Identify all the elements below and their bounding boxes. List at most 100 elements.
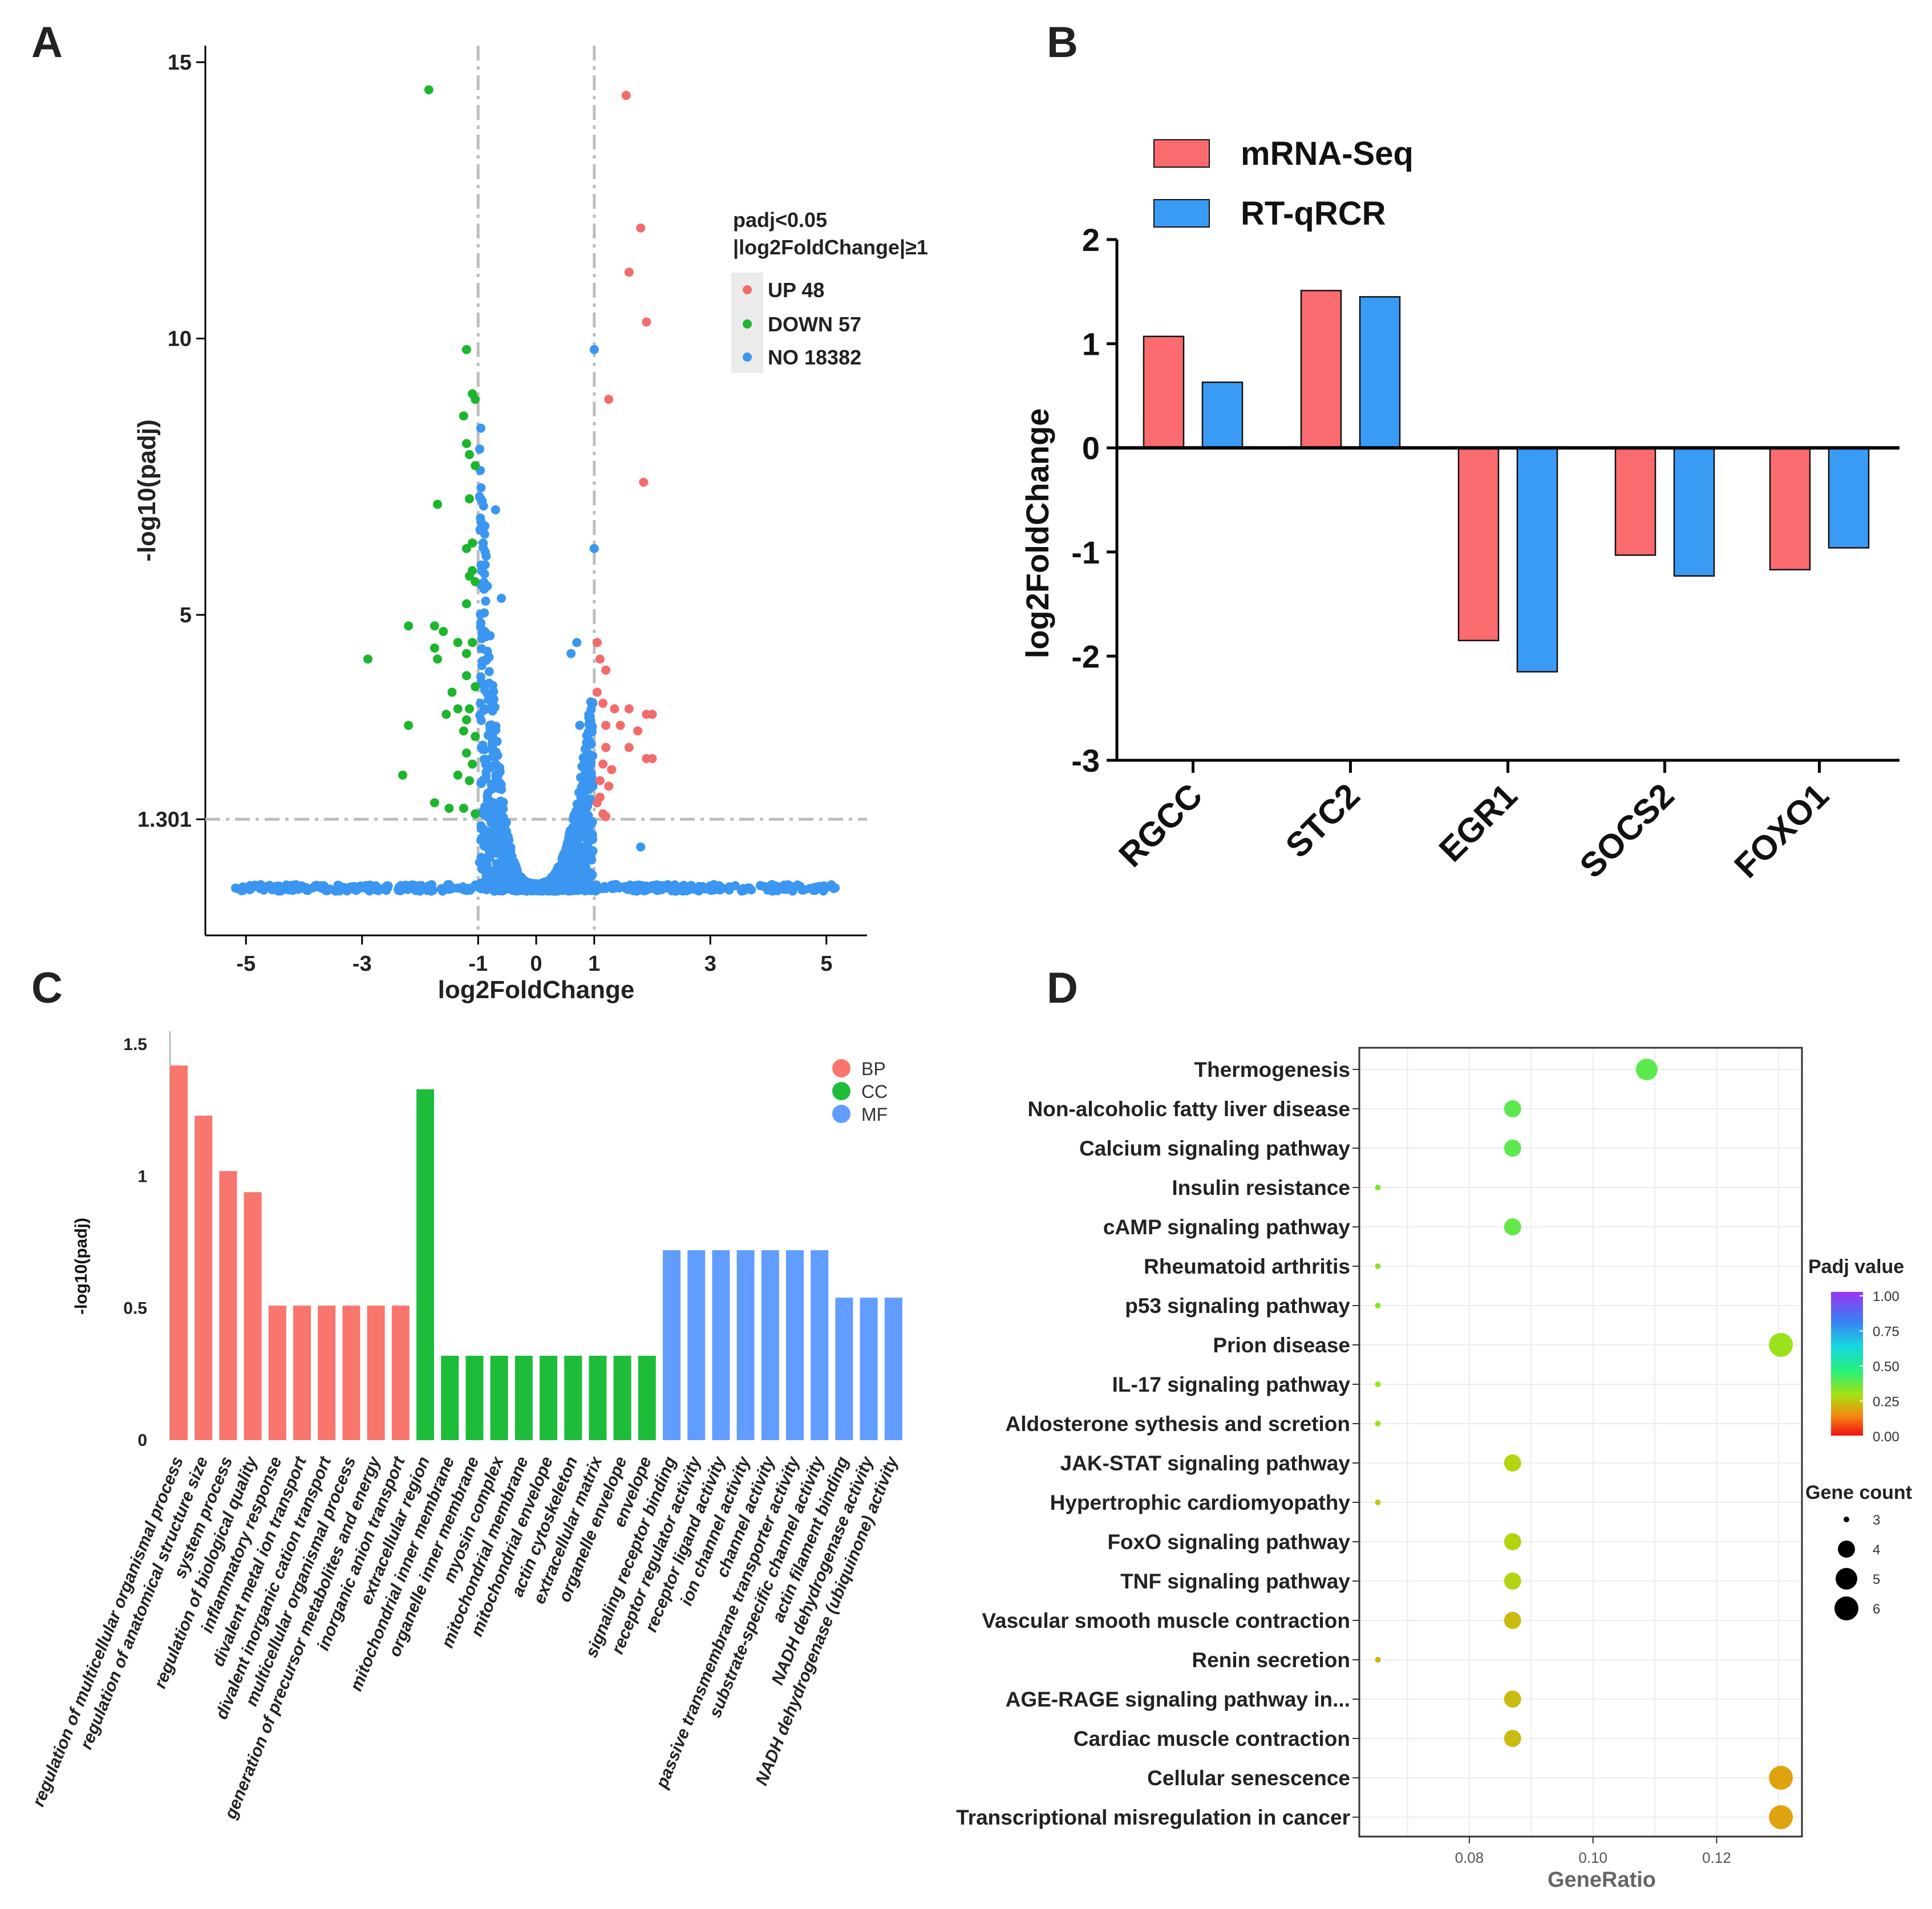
kegg-point bbox=[1504, 1691, 1521, 1708]
volcano-point-no bbox=[671, 886, 681, 896]
volcano-point-down bbox=[471, 682, 480, 691]
go-legend-mf-swatch bbox=[832, 1105, 850, 1123]
validation-legend: mRNA-Seq RT-qRCR bbox=[1153, 135, 1413, 232]
volcano-point-no bbox=[580, 770, 589, 780]
volcano-point-down bbox=[444, 804, 454, 813]
volcano-point-no bbox=[572, 638, 582, 647]
volcano-legend-up-swatch bbox=[743, 285, 752, 294]
go-bar-mf bbox=[884, 1298, 902, 1440]
volcano-point-up bbox=[598, 699, 608, 708]
kegg-pathway-label: TNF signaling pathway bbox=[1120, 1570, 1350, 1593]
volcano-legend-up-label: UP 48 bbox=[768, 278, 824, 302]
kegg-pathway-label: p53 signaling pathway bbox=[1125, 1294, 1350, 1318]
volcano-x-tick-label: 3 bbox=[704, 952, 716, 976]
volcano-plot: -5 -3 -1 0 1 3 5 1.301 5 10 15 log2FoldChange -lo… bbox=[133, 46, 928, 1004]
volcano-point-no bbox=[478, 883, 488, 893]
go-bar-mf bbox=[687, 1250, 706, 1440]
volcano-point-up bbox=[601, 743, 611, 752]
volcano-point-down bbox=[471, 461, 480, 471]
volcano-y-axis-label: -log10(padj) bbox=[133, 419, 161, 561]
volcano-point-no bbox=[475, 857, 484, 867]
kegg-grid bbox=[1360, 1049, 1801, 1835]
volcano-x-ticks: -5 -3 -1 0 1 3 5 bbox=[236, 935, 832, 976]
volcano-point-down bbox=[461, 599, 471, 609]
go-bar-mf bbox=[712, 1250, 730, 1440]
volcano-point-down bbox=[468, 538, 477, 548]
volcano-point-down bbox=[461, 671, 471, 680]
go-bar-bp bbox=[268, 1306, 286, 1440]
kegg-plot-border bbox=[1358, 1047, 1803, 1838]
volcano-point-no bbox=[588, 781, 598, 791]
volcano-point-down bbox=[464, 450, 474, 460]
volcano-point-no bbox=[726, 882, 735, 892]
kegg-point bbox=[1504, 1140, 1521, 1157]
volcano-point-no bbox=[503, 861, 512, 871]
volcano-point-no bbox=[237, 886, 246, 895]
kegg-count-legend-dot bbox=[1836, 1568, 1857, 1590]
go-bar-cc bbox=[564, 1355, 582, 1440]
volcano-point-no bbox=[405, 881, 415, 891]
kegg-x-tick-label: 0.08 bbox=[1455, 1849, 1484, 1866]
volcano-point-no bbox=[497, 855, 507, 865]
kegg-padj-tick-label: 0.50 bbox=[1873, 1359, 1899, 1375]
go-bar-bp bbox=[170, 1065, 188, 1440]
go-bar-bp bbox=[318, 1306, 336, 1440]
validation-bar-rtq bbox=[1828, 447, 1870, 549]
go-bar-cc bbox=[540, 1355, 557, 1440]
volcano-point-no bbox=[476, 483, 486, 493]
volcano-point-no bbox=[297, 881, 306, 891]
volcano-point-up bbox=[592, 798, 602, 808]
volcano-point-no bbox=[572, 827, 582, 837]
kegg-pathway-label: Calcium signaling pathway bbox=[1079, 1137, 1350, 1160]
volcano-point-down bbox=[461, 439, 471, 448]
volcano-point-up bbox=[604, 395, 614, 404]
volcano-point-no bbox=[483, 812, 492, 822]
volcano-point-down bbox=[464, 572, 474, 581]
validation-bars bbox=[1143, 290, 1870, 673]
kegg-point bbox=[1504, 1100, 1521, 1117]
go-y-axis-label: -log10(padj) bbox=[72, 1218, 91, 1315]
kegg-pathway-label: Aldosterone sythesis and scretion bbox=[1005, 1412, 1350, 1436]
volcano-point-no bbox=[445, 883, 455, 893]
go-bar-bp bbox=[244, 1192, 262, 1440]
volcano-point-no bbox=[480, 569, 489, 579]
volcano-point-no bbox=[481, 596, 491, 606]
kegg-point bbox=[1504, 1572, 1521, 1590]
go-bar-mf bbox=[736, 1250, 755, 1440]
volcano-point-no bbox=[701, 884, 711, 894]
validation-bar-mrna bbox=[1614, 447, 1656, 556]
volcano-point-no bbox=[500, 831, 510, 841]
volcano-point-no bbox=[534, 884, 544, 894]
volcano-point-down bbox=[433, 654, 443, 664]
volcano-point-down bbox=[404, 720, 414, 730]
volcano-point-no bbox=[475, 444, 485, 454]
volcano-point-no bbox=[569, 812, 578, 821]
kegg-pathway-label: Hypertrophic cardiomyopathy bbox=[1050, 1491, 1351, 1514]
volcano-point-no bbox=[484, 667, 494, 676]
volcano-point-no bbox=[476, 672, 485, 682]
volcano-point-up bbox=[621, 91, 631, 100]
volcano-point-down bbox=[453, 704, 463, 714]
kegg-point bbox=[1504, 1730, 1521, 1747]
go-legend-cc-label: CC bbox=[861, 1081, 888, 1102]
go-legend-bp-label: BP bbox=[861, 1059, 886, 1079]
volcano-legend-no-swatch bbox=[743, 352, 752, 362]
go-bar-cc bbox=[465, 1355, 484, 1440]
volcano-point-no bbox=[805, 883, 815, 893]
volcano-point-up bbox=[624, 267, 634, 277]
kegg-point bbox=[1375, 1499, 1381, 1505]
volcano-point-no bbox=[585, 717, 594, 727]
go-legend-cc-swatch bbox=[832, 1082, 850, 1100]
volcano-point-no bbox=[317, 883, 327, 893]
go-bar-bp bbox=[195, 1116, 213, 1440]
go-bar-cc bbox=[490, 1355, 508, 1440]
kegg-count-legend-dot bbox=[1844, 1517, 1849, 1522]
go-bar-bp bbox=[391, 1306, 410, 1440]
volcano-point-up bbox=[624, 704, 634, 714]
volcano-point-down bbox=[464, 776, 474, 785]
kegg-count-legend-dot bbox=[1834, 1596, 1858, 1620]
volcano-point-no bbox=[575, 720, 585, 730]
volcano-point-no bbox=[584, 869, 593, 878]
